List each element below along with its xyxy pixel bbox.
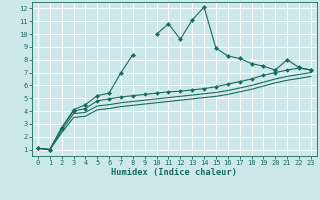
X-axis label: Humidex (Indice chaleur): Humidex (Indice chaleur) <box>111 168 237 177</box>
